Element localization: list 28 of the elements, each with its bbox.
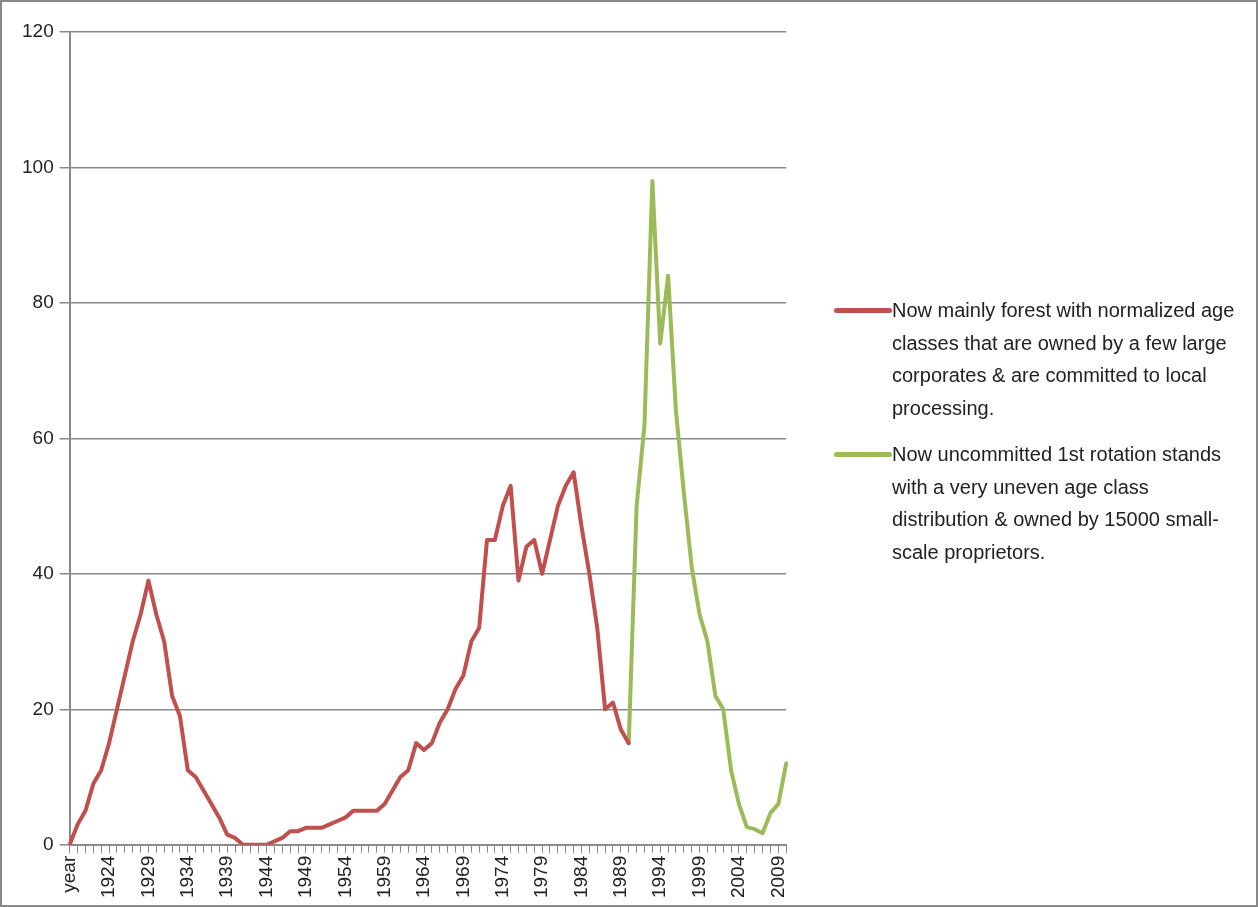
x-tick-label: 1989 bbox=[609, 855, 631, 899]
legend-label: Now uncommitted 1st rotation stands with a very uneven age class distribution & owned by 15000 small-scale proprietors. bbox=[892, 442, 1223, 565]
x-tick-label: 1999 bbox=[687, 855, 709, 899]
x-tick-label: year bbox=[57, 855, 79, 893]
x-tick-label: 1984 bbox=[569, 855, 591, 899]
y-tick-label: 100 bbox=[22, 155, 54, 177]
legend-label: Now mainly forest with normalized age classes that are owned by a few large corporates & are committed to local processing. bbox=[892, 298, 1236, 421]
y-tick-label: 0 bbox=[43, 832, 54, 854]
y-tick-label: 60 bbox=[32, 426, 54, 448]
y-tick-label: 80 bbox=[32, 291, 54, 313]
x-tick-label: 1944 bbox=[254, 855, 276, 899]
x-tick-label: 1949 bbox=[294, 855, 316, 899]
y-tick-label: 40 bbox=[32, 562, 54, 584]
x-tick-label: 1924 bbox=[97, 855, 119, 899]
x-tick-label: 1979 bbox=[530, 855, 552, 899]
x-tick-label: 1934 bbox=[176, 855, 198, 899]
y-tick-label: 120 bbox=[22, 20, 54, 42]
x-tick-label: 2004 bbox=[727, 855, 749, 899]
x-tick-label: 1939 bbox=[215, 855, 237, 899]
x-tick-label: 1964 bbox=[412, 855, 434, 899]
x-tick-label: 1969 bbox=[451, 855, 473, 899]
x-tick-label: 1954 bbox=[333, 855, 355, 899]
x-tick-label: 1959 bbox=[372, 855, 394, 899]
y-tick-label: 20 bbox=[32, 697, 54, 719]
x-tick-label: 2009 bbox=[766, 855, 788, 899]
x-tick-label: 1974 bbox=[490, 855, 512, 899]
x-tick-label: 1929 bbox=[136, 855, 158, 899]
x-tick-label: 1994 bbox=[648, 855, 670, 899]
